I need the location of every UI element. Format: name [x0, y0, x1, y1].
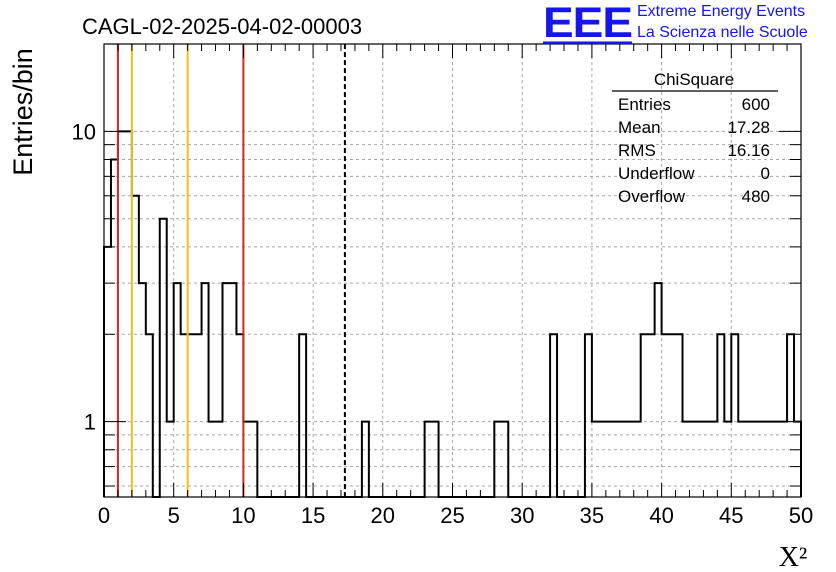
histogram-bars [103, 130, 802, 498]
x-tick-label: 40 [649, 503, 673, 528]
logo-line-2: La Scienza nelle Scuole [637, 24, 808, 41]
x-tick-label: 50 [789, 503, 813, 528]
stats-value: 0 [761, 164, 770, 183]
stats-value: 600 [742, 95, 770, 114]
x-tick-label: 10 [231, 503, 255, 528]
x-tick-label: 45 [719, 503, 743, 528]
y-tick-label: 1 [84, 410, 96, 435]
stats-value: 17.28 [727, 118, 770, 137]
logo-line-1: Extreme Energy Events [637, 3, 806, 20]
stats-value: 16.16 [727, 141, 770, 160]
histogram-outline [103, 130, 802, 498]
stats-label: Overflow [618, 187, 686, 206]
x-tick-label: 5 [168, 503, 180, 528]
x-tick-label: 25 [440, 503, 464, 528]
chart-title: CAGL-02-2025-04-02-00003 [82, 14, 362, 39]
x-tick-label: 35 [580, 503, 604, 528]
stats-label: Underflow [618, 164, 695, 183]
x-tick-labels: 0 5 10 15 20 25 30 35 40 45 50 [98, 503, 813, 528]
y-axis-label: Entries/bin [8, 48, 38, 176]
stats-label: RMS [618, 141, 656, 160]
stats-label: Entries [618, 95, 671, 114]
stats-box: ChiSquare Entries 600 Mean 17.28 RMS 16.16 Und… [612, 70, 778, 206]
stats-value: 480 [742, 187, 770, 206]
axis-ticks [103, 43, 802, 497]
y-tick-labels: 1 10 [72, 119, 96, 434]
x-tick-label: 20 [371, 503, 395, 528]
y-tick-label: 10 [72, 119, 96, 144]
x-tick-label: 0 [98, 503, 110, 528]
stats-title: ChiSquare [654, 70, 734, 89]
x-axis-label: X² [779, 542, 808, 572]
x-tick-label: 15 [301, 503, 325, 528]
x-tick-label: 30 [510, 503, 534, 528]
grid-lines [104, 44, 801, 497]
eee-logo: EEE [543, 0, 633, 47]
stats-label: Mean [618, 118, 661, 137]
